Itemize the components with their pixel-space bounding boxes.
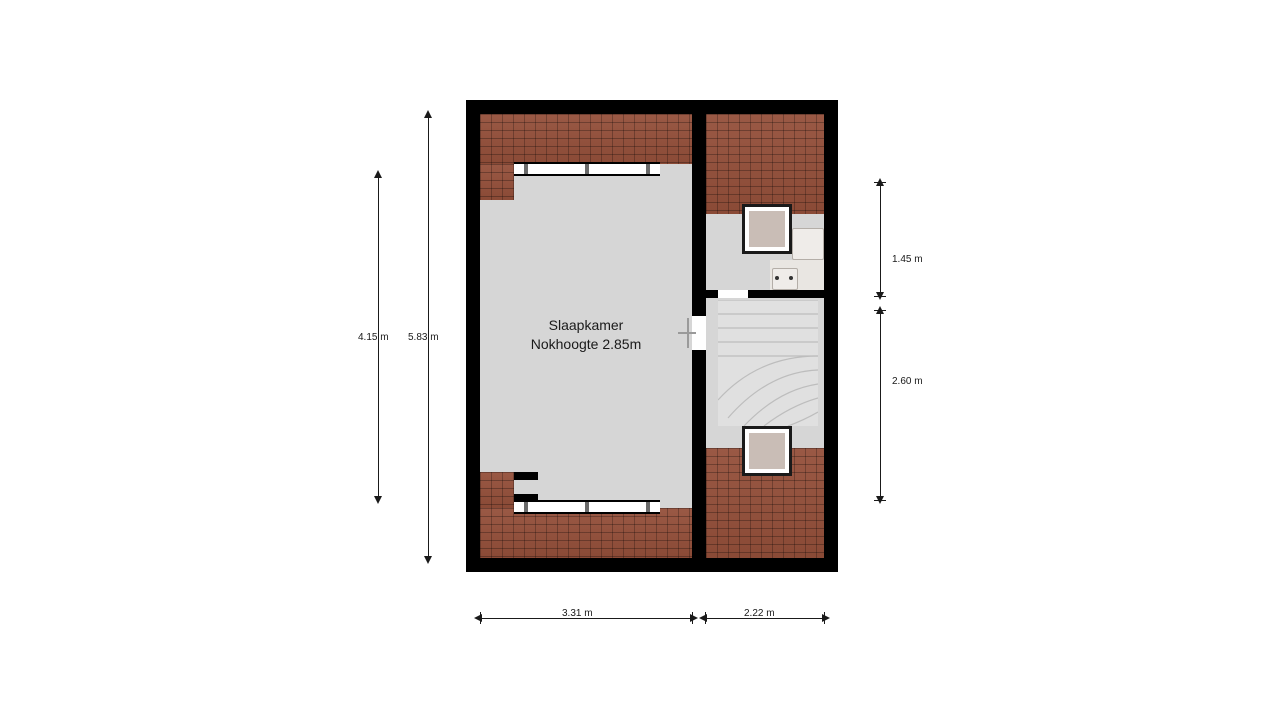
appliance-1: [792, 228, 824, 260]
dim-h145-label: 1.45 m: [892, 254, 923, 265]
dim-h260: [880, 310, 881, 500]
landing-split-gap: [718, 290, 748, 298]
dormer-top: [514, 162, 660, 176]
roof-tl-step: [480, 164, 514, 200]
roof-bl-step: [480, 472, 514, 508]
floor-plan-stage: Slaapkamer Nokhoogte 2.85m 4.15 m 5.83 m…: [0, 0, 1280, 720]
wall-left: [466, 100, 480, 572]
roof-bot-left: [480, 508, 692, 558]
dim-w331-label: 3.31 m: [562, 608, 593, 619]
staircase: [718, 300, 818, 426]
dim-h145: [880, 182, 881, 296]
room-label-bedroom: Slaapkamer Nokhoogte 2.85m: [526, 316, 646, 354]
hob-dots-icon: [775, 276, 793, 280]
skylight-bottom-right: [742, 426, 792, 476]
dim-h260-label: 2.60 m: [892, 376, 923, 387]
wall-right: [824, 100, 838, 572]
dim-h583-label: 5.83 m: [408, 332, 439, 343]
skylight-top-right: [742, 204, 792, 254]
dormer-bottom: [514, 500, 660, 514]
door-mark-v: [687, 318, 689, 348]
room-ridge-height: Nokhoogte 2.85m: [526, 335, 646, 354]
roof-top-left: [480, 114, 692, 164]
wall-top: [466, 100, 838, 114]
room-name: Slaapkamer: [526, 316, 646, 335]
building-outline: Slaapkamer Nokhoogte 2.85m: [466, 100, 838, 572]
roof-edge-bl1: [514, 472, 538, 480]
roof-edge-bl2: [514, 494, 538, 502]
dim-h415-label: 4.15 m: [358, 332, 389, 343]
roof-top-right: [706, 114, 824, 214]
dim-w222-label: 2.22 m: [744, 608, 775, 619]
wall-bottom: [466, 558, 838, 572]
